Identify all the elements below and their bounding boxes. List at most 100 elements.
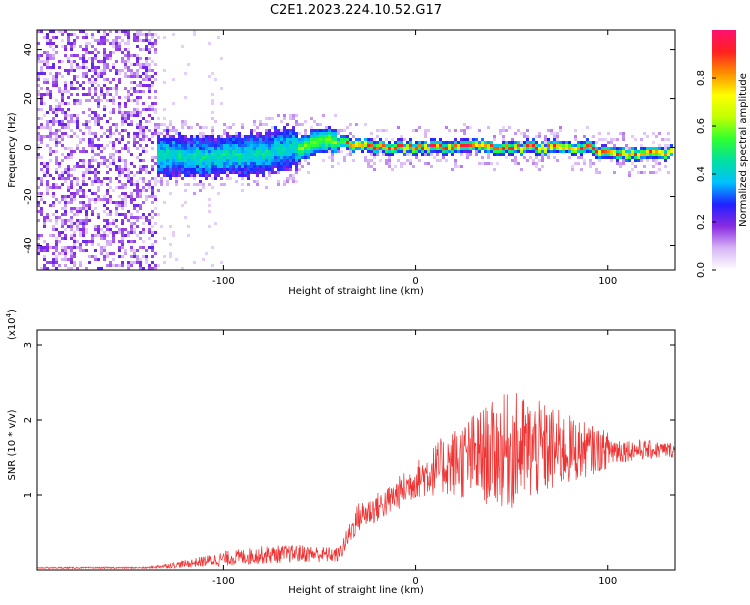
heatmap-cell	[550, 129, 553, 132]
heatmap-cell	[97, 51, 100, 54]
heatmap-cell	[205, 141, 208, 144]
heatmap-cell	[127, 93, 130, 96]
heatmap-cell	[151, 156, 154, 159]
heatmap-cell	[190, 162, 193, 165]
heatmap-cell	[220, 144, 223, 147]
heatmap-cell	[127, 123, 130, 126]
heatmap-cell	[214, 153, 217, 156]
heatmap-cell	[61, 225, 64, 228]
heatmap-cell	[538, 159, 541, 162]
heatmap-cell	[91, 36, 94, 39]
heatmap-cell	[97, 180, 100, 183]
heatmap-cell	[151, 201, 154, 204]
heatmap-cell	[196, 168, 199, 171]
heatmap-cell	[295, 165, 298, 168]
heatmap-cell	[100, 198, 103, 201]
heatmap-cell	[40, 138, 43, 141]
heatmap-cell	[73, 213, 76, 216]
heatmap-cell	[241, 174, 244, 177]
heatmap-cell	[142, 129, 145, 132]
heatmap-cell	[400, 144, 403, 147]
heatmap-cell	[37, 186, 40, 189]
heatmap-cell	[154, 33, 157, 36]
heatmap-cell	[250, 153, 253, 156]
heatmap-cell	[232, 138, 235, 141]
heatmap-cell	[451, 168, 454, 171]
heatmap-cell	[169, 147, 172, 150]
heatmap-cell	[130, 54, 133, 57]
colorbar-tick-label: 0.8	[696, 70, 707, 86]
heatmap-cell	[175, 258, 178, 261]
heatmap-cell	[316, 141, 319, 144]
heatmap-cell	[82, 249, 85, 252]
heatmap-cell	[139, 189, 142, 192]
heatmap-cell	[268, 162, 271, 165]
heatmap-cell	[508, 150, 511, 153]
heatmap-cell	[127, 177, 130, 180]
heatmap-cell	[523, 144, 526, 147]
heatmap-cell	[148, 48, 151, 51]
heatmap-cell	[127, 48, 130, 51]
heatmap-cell	[70, 48, 73, 51]
heatmap-cell	[52, 48, 55, 51]
heatmap-cell	[85, 42, 88, 45]
heatmap-cell	[325, 126, 328, 129]
heatmap-cell	[163, 141, 166, 144]
heatmap-cell	[283, 117, 286, 120]
heatmap-cell	[307, 138, 310, 141]
heatmap-cell	[181, 204, 184, 207]
heatmap-cell	[73, 114, 76, 117]
heatmap-cell	[325, 138, 328, 141]
heatmap-cell	[310, 150, 313, 153]
heatmap-cell	[310, 153, 313, 156]
heatmap-cell	[94, 69, 97, 72]
heatmap-cell	[88, 201, 91, 204]
heatmap-cell	[157, 147, 160, 150]
heatmap-cell	[67, 153, 70, 156]
y-tick-label: 20	[23, 92, 34, 105]
heatmap-cell	[175, 180, 178, 183]
heatmap-cell	[124, 129, 127, 132]
heatmap-cell	[55, 168, 58, 171]
heatmap-cell	[121, 264, 124, 267]
heatmap-cell	[100, 75, 103, 78]
heatmap-cell	[103, 204, 106, 207]
heatmap-cell	[574, 147, 577, 150]
heatmap-cell	[46, 186, 49, 189]
heatmap-cell	[316, 144, 319, 147]
heatmap-cell	[76, 219, 79, 222]
heatmap-cell	[43, 162, 46, 165]
heatmap-cell	[160, 138, 163, 141]
heatmap-cell	[667, 171, 670, 174]
heatmap-cell	[40, 168, 43, 171]
heatmap-cell	[154, 111, 157, 114]
heatmap-cell	[196, 171, 199, 174]
heatmap-cell	[355, 144, 358, 147]
heatmap-cell	[166, 150, 169, 153]
heatmap-cell	[145, 219, 148, 222]
heatmap-cell	[289, 138, 292, 141]
heatmap-cell	[526, 144, 529, 147]
heatmap-cell	[169, 243, 172, 246]
heatmap-cell	[106, 87, 109, 90]
heatmap-cell	[52, 186, 55, 189]
heatmap-cell	[103, 249, 106, 252]
heatmap-cell	[187, 234, 190, 237]
heatmap-cell	[160, 183, 163, 186]
heatmap-cell	[664, 138, 667, 141]
heatmap-cell	[262, 156, 265, 159]
x-tick-label: 100	[598, 576, 617, 587]
heatmap-cell	[514, 156, 517, 159]
heatmap-cell	[277, 114, 280, 117]
heatmap-cell	[211, 150, 214, 153]
heatmap-cell	[55, 198, 58, 201]
heatmap-cell	[271, 150, 274, 153]
heatmap-cell	[46, 219, 49, 222]
heatmap-cell	[76, 120, 79, 123]
heatmap-cell	[286, 138, 289, 141]
heatmap-cell	[265, 147, 268, 150]
heatmap-cell	[223, 129, 226, 132]
heatmap-cell	[124, 75, 127, 78]
heatmap-cell	[292, 162, 295, 165]
heatmap-cell	[598, 132, 601, 135]
